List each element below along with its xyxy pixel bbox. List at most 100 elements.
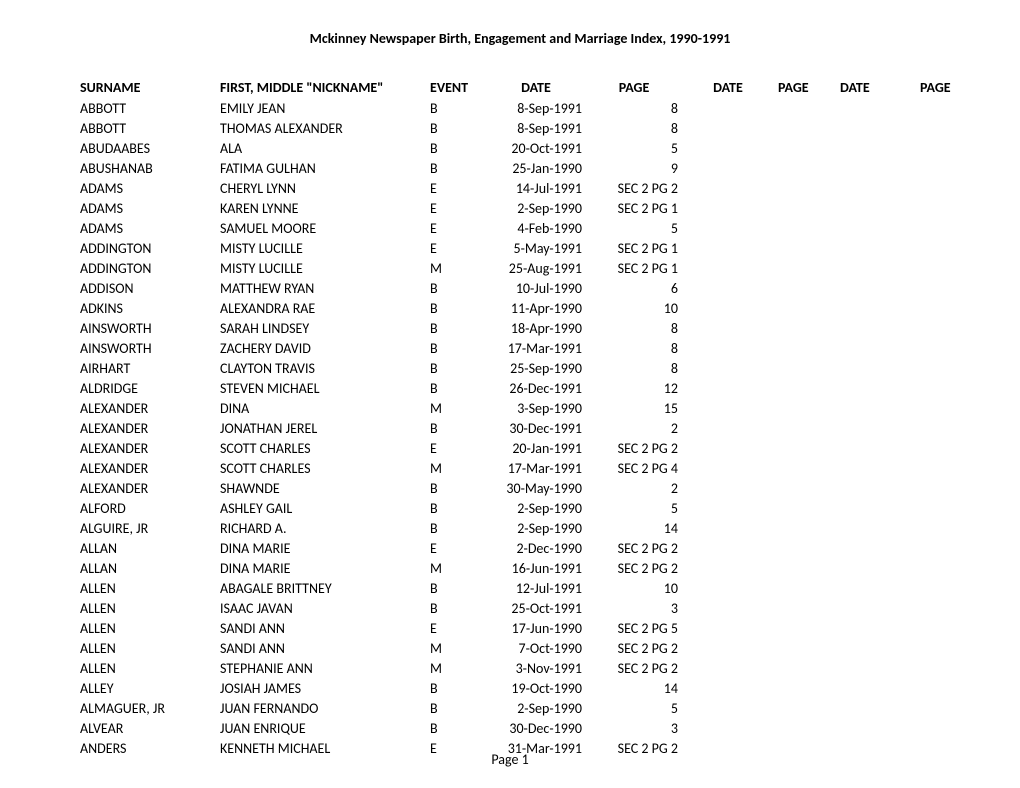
cell-surname: ABBOTT	[80, 98, 220, 118]
cell-page1: SEC 2 PG 2	[590, 178, 678, 198]
cell-date2	[678, 438, 778, 458]
header-date3: DATE	[840, 77, 920, 98]
cell-page3	[920, 138, 980, 158]
table-row: ADAMSKAREN LYNNEE2-Sep-1990SEC 2 PG 1	[80, 198, 980, 218]
cell-page3	[920, 518, 980, 538]
cell-date2	[678, 558, 778, 578]
table-row: ALLENSANDI ANNE17-Jun-1990SEC 2 PG 5	[80, 618, 980, 638]
header-page1: PAGE	[590, 77, 678, 98]
table-row: ALEXANDERDINAM3-Sep-199015	[80, 398, 980, 418]
table-row: ALGUIRE, JRRICHARD A.B2-Sep-199014	[80, 518, 980, 538]
table-row: ALFORDASHLEY GAILB2-Sep-19905	[80, 498, 980, 518]
cell-page1: 8	[590, 318, 678, 338]
cell-date2	[678, 98, 778, 118]
header-row: SURNAME FIRST, MIDDLE "NICKNAME" EVENT D…	[80, 77, 980, 98]
cell-date3	[840, 378, 920, 398]
cell-page3	[920, 638, 980, 658]
cell-first: SANDI ANN	[220, 638, 430, 658]
cell-date3	[840, 178, 920, 198]
cell-page2	[778, 598, 840, 618]
cell-first: JOSIAH JAMES	[220, 678, 430, 698]
cell-date1: 25-Sep-1990	[490, 358, 590, 378]
cell-date3	[840, 218, 920, 238]
cell-page3	[920, 178, 980, 198]
cell-first: ISAAC JAVAN	[220, 598, 430, 618]
cell-first: KAREN LYNNE	[220, 198, 430, 218]
index-table: SURNAME FIRST, MIDDLE "NICKNAME" EVENT D…	[80, 77, 980, 758]
cell-page1: 2	[590, 418, 678, 438]
cell-date2	[678, 458, 778, 478]
cell-date1: 2-Sep-1990	[490, 198, 590, 218]
cell-date1: 26-Dec-1991	[490, 378, 590, 398]
table-row: ALDRIDGESTEVEN MICHAELB26-Dec-199112	[80, 378, 980, 398]
cell-date2	[678, 698, 778, 718]
cell-surname: ALFORD	[80, 498, 220, 518]
cell-event: B	[430, 598, 490, 618]
cell-surname: ABUSHANAB	[80, 158, 220, 178]
cell-event: B	[430, 518, 490, 538]
cell-date2	[678, 718, 778, 738]
cell-date3	[840, 558, 920, 578]
cell-first: ALA	[220, 138, 430, 158]
cell-date2	[678, 478, 778, 498]
cell-event: B	[430, 698, 490, 718]
cell-date1: 14-Jul-1991	[490, 178, 590, 198]
cell-page2	[778, 318, 840, 338]
cell-date1: 30-Dec-1990	[490, 718, 590, 738]
cell-page2	[778, 218, 840, 238]
cell-date3	[840, 278, 920, 298]
cell-page2	[778, 398, 840, 418]
cell-event: B	[430, 158, 490, 178]
cell-event: B	[430, 378, 490, 398]
table-row: ALLANDINA MARIEE2-Dec-1990SEC 2 PG 2	[80, 538, 980, 558]
cell-page1: SEC 2 PG 2	[590, 558, 678, 578]
cell-date3	[840, 458, 920, 478]
cell-first: JUAN FERNANDO	[220, 698, 430, 718]
cell-page3	[920, 118, 980, 138]
table-row: ALLENISAAC JAVANB25-Oct-19913	[80, 598, 980, 618]
cell-surname: ALEXANDER	[80, 418, 220, 438]
cell-page1: 8	[590, 118, 678, 138]
cell-first: JONATHAN JEREL	[220, 418, 430, 438]
cell-event: E	[430, 218, 490, 238]
cell-date1: 2-Sep-1990	[490, 518, 590, 538]
header-date1: DATE	[490, 77, 590, 98]
cell-page2	[778, 698, 840, 718]
cell-page3	[920, 238, 980, 258]
cell-first: SHAWNDE	[220, 478, 430, 498]
cell-page2	[778, 138, 840, 158]
cell-event: E	[430, 538, 490, 558]
cell-page2	[778, 98, 840, 118]
cell-page3	[920, 98, 980, 118]
cell-date1: 17-Jun-1990	[490, 618, 590, 638]
cell-date3	[840, 678, 920, 698]
cell-date2	[678, 518, 778, 538]
cell-date2	[678, 678, 778, 698]
cell-page3	[920, 458, 980, 478]
cell-date1: 8-Sep-1991	[490, 118, 590, 138]
cell-surname: AINSWORTH	[80, 338, 220, 358]
cell-date3	[840, 318, 920, 338]
cell-event: M	[430, 398, 490, 418]
cell-first: MATTHEW RYAN	[220, 278, 430, 298]
cell-event: E	[430, 238, 490, 258]
table-row: ADDINGTONMISTY LUCILLEE5-May-1991SEC 2 P…	[80, 238, 980, 258]
header-page3: PAGE	[920, 77, 980, 98]
cell-date2	[678, 338, 778, 358]
cell-surname: ALDRIDGE	[80, 378, 220, 398]
cell-date3	[840, 618, 920, 638]
cell-date1: 5-May-1991	[490, 238, 590, 258]
table-row: ALLEYJOSIAH JAMESB19-Oct-199014	[80, 678, 980, 698]
cell-surname: ABBOTT	[80, 118, 220, 138]
cell-page1: 8	[590, 358, 678, 378]
table-row: ABUDAABESALAB20-Oct-19915	[80, 138, 980, 158]
cell-page1: SEC 2 PG 2	[590, 658, 678, 678]
table-body: ABBOTTEMILY JEANB8-Sep-19918ABBOTTTHOMAS…	[80, 98, 980, 758]
cell-date2	[678, 498, 778, 518]
cell-page1: SEC 2 PG 1	[590, 238, 678, 258]
cell-page2	[778, 298, 840, 318]
cell-date3	[840, 598, 920, 618]
cell-page2	[778, 518, 840, 538]
cell-event: B	[430, 318, 490, 338]
cell-first: MISTY LUCILLE	[220, 258, 430, 278]
